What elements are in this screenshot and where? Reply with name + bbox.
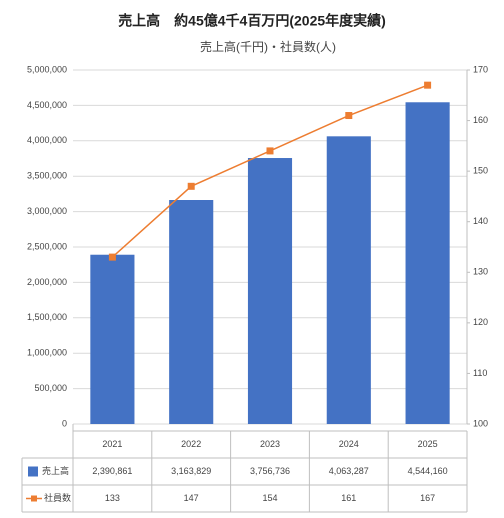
table-cell: 3,163,829	[171, 466, 211, 476]
y2-tick-label: 100	[473, 418, 488, 428]
y2-tick-label: 170	[473, 64, 488, 74]
y-tick-label: 3,000,000	[27, 206, 67, 216]
table-cell: 4,063,287	[329, 466, 369, 476]
y2-tick-label: 120	[473, 317, 488, 327]
x-tick-label: 2023	[260, 439, 280, 449]
line-marker	[424, 81, 432, 89]
table-cell: 161	[341, 493, 356, 503]
line-marker	[345, 112, 353, 120]
line-marker	[108, 253, 116, 261]
table-cell: 4,544,160	[408, 466, 448, 476]
bar	[169, 200, 214, 424]
legend-swatch	[28, 466, 38, 477]
y-tick-label: 4,500,000	[27, 100, 67, 110]
table-cell: 147	[184, 493, 199, 503]
table-cell: 154	[262, 493, 277, 503]
y-tick-label: 3,500,000	[27, 171, 67, 181]
table-cell: 133	[105, 493, 120, 503]
bar	[405, 102, 450, 425]
bar	[90, 254, 135, 424]
y-tick-label: 1,000,000	[27, 348, 67, 358]
line-marker	[266, 147, 274, 155]
legend-label: 売上高	[42, 465, 69, 476]
table-cell: 2,390,861	[92, 466, 132, 476]
table-cell: 3,756,736	[250, 466, 290, 476]
x-tick-label: 2022	[181, 439, 201, 449]
x-tick-label: 2021	[102, 439, 122, 449]
y-tick-label: 4,000,000	[27, 135, 67, 145]
chart-title: 売上高 約45億4千4百万円(2025年度実績)	[118, 13, 386, 29]
table-cell: 167	[420, 493, 435, 503]
y-tick-label: 500,000	[34, 383, 67, 393]
y-tick-label: 0	[62, 418, 67, 428]
x-tick-label: 2025	[418, 439, 438, 449]
y2-tick-label: 130	[473, 267, 488, 277]
bar	[247, 158, 293, 425]
y2-tick-label: 160	[473, 115, 488, 125]
chart-subtitle: 売上高(千円)・社員数(人)	[200, 39, 336, 54]
y2-tick-label: 140	[473, 216, 488, 226]
y2-tick-label: 150	[473, 166, 488, 176]
bar	[326, 136, 371, 424]
y2-tick-label: 110	[473, 368, 487, 378]
line-marker	[187, 182, 195, 190]
legend-label: 社員数	[44, 492, 71, 503]
legend-swatch	[31, 495, 37, 502]
y-tick-label: 1,500,000	[27, 312, 67, 322]
y-tick-label: 2,500,000	[27, 241, 67, 251]
y-tick-label: 2,000,000	[27, 277, 67, 287]
y-tick-label: 5,000,000	[27, 64, 67, 74]
x-tick-label: 2024	[339, 439, 359, 449]
